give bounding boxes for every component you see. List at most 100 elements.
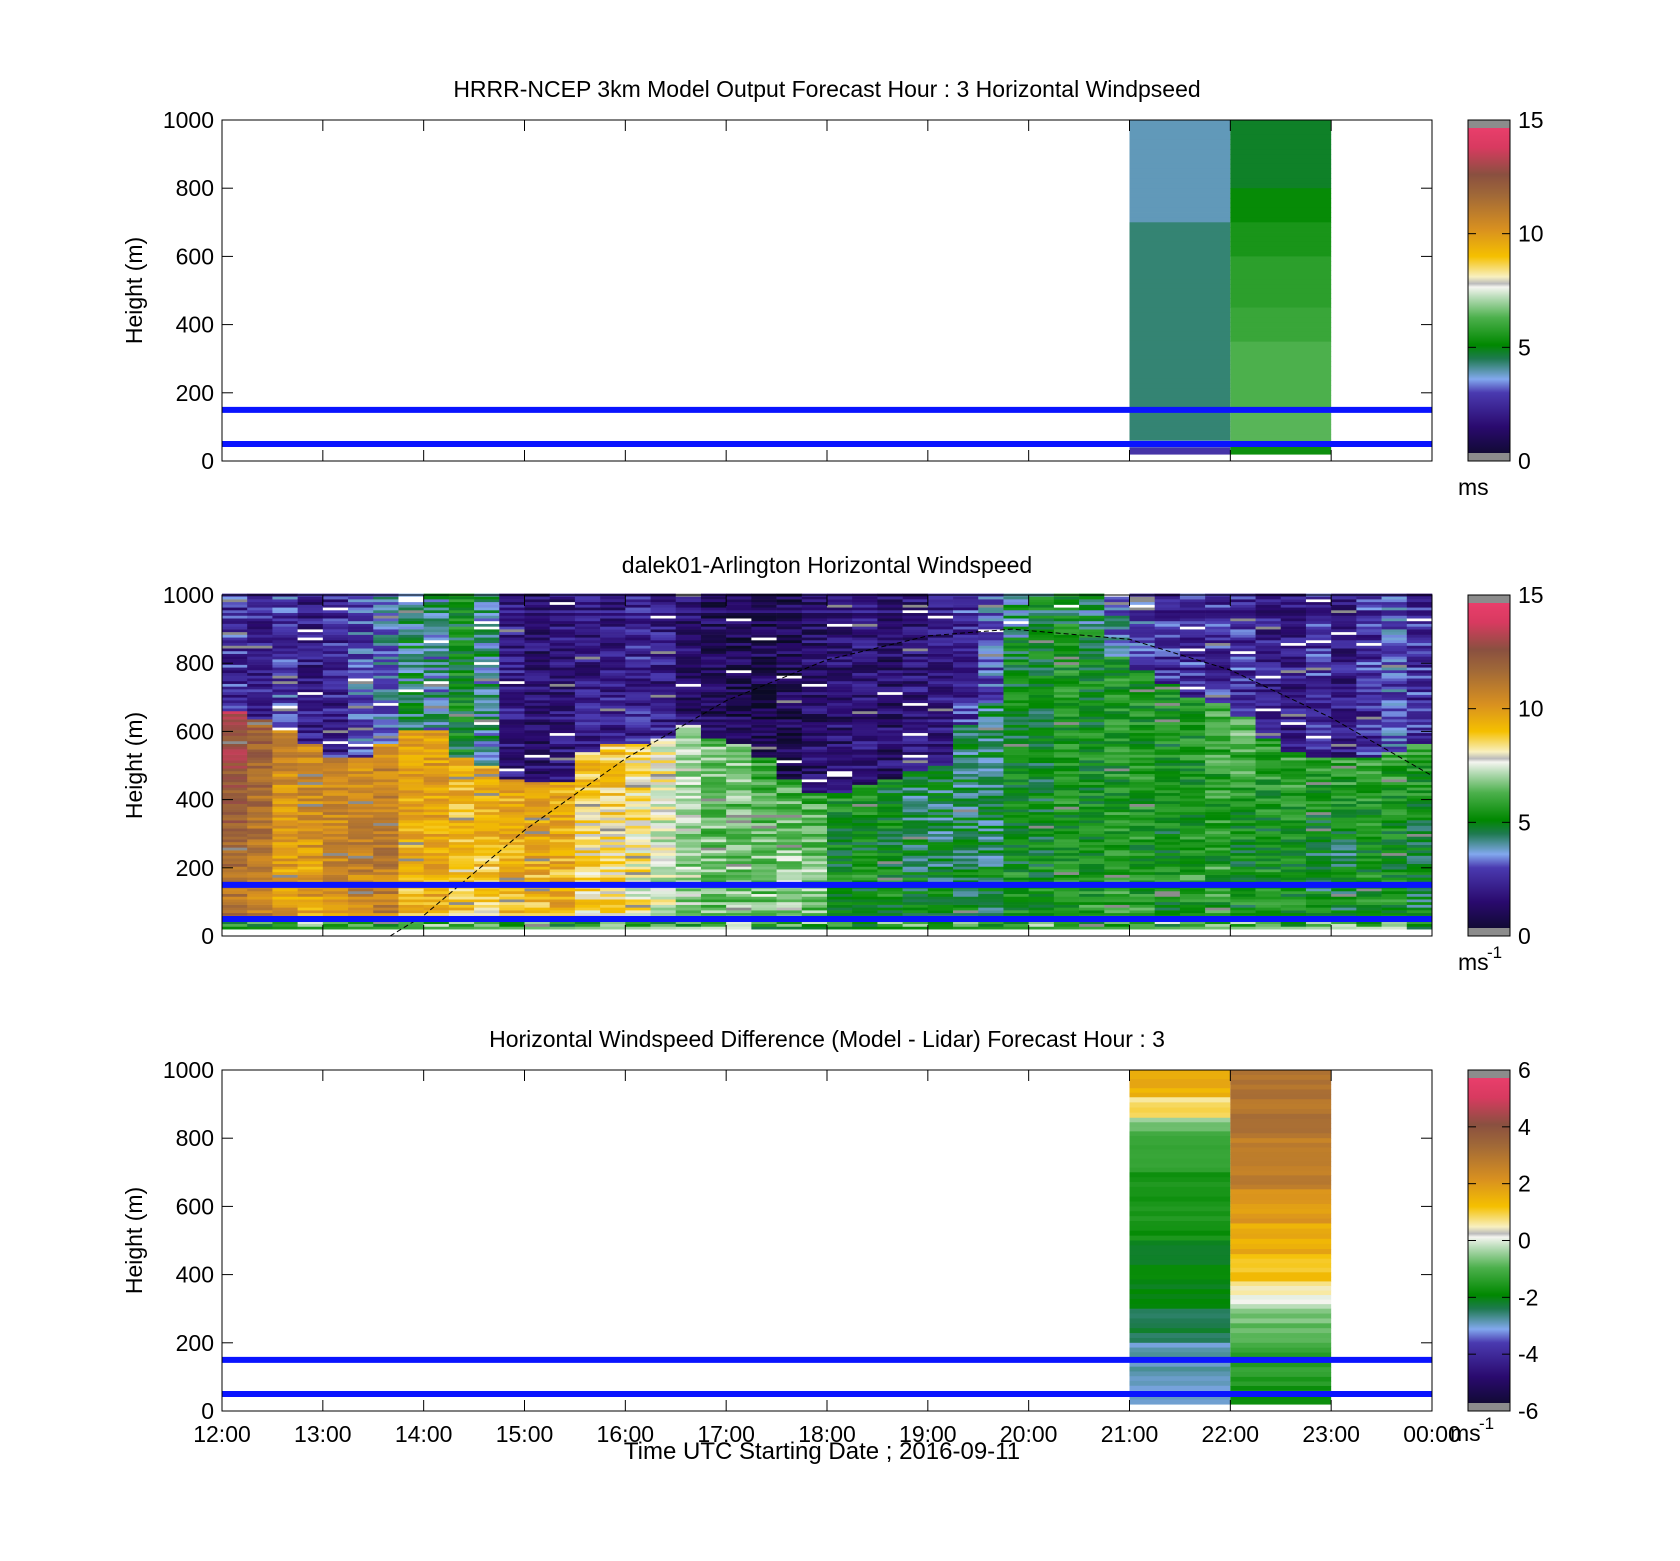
heatmap-cell [549, 664, 576, 668]
heatmap-cell [801, 620, 828, 624]
heatmap-cell [1003, 787, 1029, 791]
heatmap-cell [978, 901, 1004, 905]
heatmap-cell [499, 710, 525, 714]
heatmap-cell [852, 620, 878, 624]
heatmap-cell [247, 871, 273, 875]
heatmap-cell [877, 844, 903, 848]
heatmap-cell [448, 708, 475, 712]
heatmap-cell [675, 803, 702, 807]
heatmap-cell [600, 683, 626, 687]
heatmap-cell [322, 607, 349, 611]
heatmap-cell [700, 779, 727, 783]
heatmap-cell [348, 781, 374, 785]
heatmap-cell [222, 738, 248, 742]
heatmap-cell [247, 727, 273, 731]
heatmap-cell [398, 907, 424, 911]
heatmap-cell [1028, 800, 1055, 804]
heatmap-cell [801, 899, 828, 903]
heatmap-cell [549, 841, 576, 845]
heatmap-cell [499, 623, 525, 627]
heatmap-cell [700, 874, 727, 878]
heatmap-cell [247, 926, 273, 930]
heatmap-cell [222, 702, 248, 706]
heatmap-cell [953, 650, 979, 654]
heatmap-cell [776, 618, 803, 622]
heatmap-cell [726, 773, 752, 777]
heatmap-cell [801, 601, 828, 605]
heatmap-cell [524, 893, 551, 897]
heatmap-cell [423, 888, 450, 892]
heatmap-cell [827, 743, 853, 747]
heatmap-cell [600, 825, 626, 829]
heatmap-cell [726, 877, 752, 881]
heatmap-cell [776, 604, 803, 608]
heatmap-cell [852, 852, 878, 856]
heatmap-cell [272, 686, 298, 690]
heatmap-cell [751, 860, 777, 865]
heatmap-cell [549, 697, 576, 701]
heatmap-cell [398, 697, 424, 701]
heatmap-cell [1129, 178, 1231, 184]
heatmap-cell [1079, 661, 1105, 665]
heatmap-cell [1003, 776, 1029, 780]
heatmap-cell [776, 735, 803, 739]
heatmap-cell [398, 637, 424, 641]
heatmap-cell [1104, 830, 1130, 834]
heatmap-cell [650, 781, 677, 785]
heatmap-cell [1104, 912, 1130, 916]
heatmap-cell [322, 852, 349, 856]
heatmap-cell [247, 683, 273, 687]
heatmap-cell [1003, 839, 1029, 843]
heatmap-cell [1104, 680, 1130, 684]
heatmap-cell [600, 855, 626, 859]
heatmap-cell [1053, 844, 1080, 848]
heatmap-cell [827, 629, 853, 633]
heatmap-cell [801, 700, 828, 704]
heatmap-cell [474, 920, 500, 925]
heatmap-cell [423, 735, 450, 739]
heatmap-cell [1003, 702, 1029, 706]
heatmap-cell [524, 776, 551, 780]
heatmap-cell [1129, 260, 1231, 266]
heatmap-cell [1129, 751, 1156, 755]
heatmap-cell [247, 612, 273, 616]
heatmap-cell [726, 866, 752, 870]
heatmap-cell [776, 708, 803, 712]
heatmap-cell [398, 721, 424, 725]
heatmap-cell [549, 689, 576, 693]
heatmap-cell [1104, 599, 1130, 603]
heatmap-cell [953, 629, 979, 633]
heatmap-cell [650, 871, 677, 875]
heatmap-cell [524, 743, 551, 747]
heatmap-cell [902, 667, 929, 671]
heatmap-cell [1079, 765, 1105, 769]
heatmap-cell [650, 738, 677, 742]
heatmap-cell [448, 792, 475, 796]
heatmap-cell [549, 822, 576, 826]
heatmap-cell [1154, 664, 1181, 668]
heatmap-cell [877, 822, 903, 826]
heatmap-cell [1104, 833, 1130, 837]
heatmap-cell [448, 724, 475, 728]
heatmap-cell [1079, 620, 1105, 624]
heatmap-cell [852, 626, 878, 630]
heatmap-cell [373, 795, 399, 799]
heatmap-cell [574, 798, 601, 802]
heatmap-cell [222, 784, 248, 788]
heatmap-cell [549, 708, 576, 712]
heatmap-cell [751, 650, 777, 654]
heatmap-cell [978, 664, 1004, 668]
heatmap-cell [1154, 920, 1181, 925]
heatmap-cell [448, 912, 475, 916]
heatmap-cell [474, 890, 500, 895]
heatmap-cell [272, 923, 298, 927]
heatmap-cell [348, 620, 374, 624]
heatmap-cell [776, 738, 803, 742]
heatmap-cell [499, 757, 525, 761]
heatmap-cell [650, 880, 677, 884]
heatmap-cell [700, 910, 727, 914]
heatmap-cell [222, 790, 248, 794]
heatmap-cell [700, 640, 727, 644]
heatmap-cell [827, 683, 853, 687]
heatmap-cell [1129, 416, 1231, 422]
